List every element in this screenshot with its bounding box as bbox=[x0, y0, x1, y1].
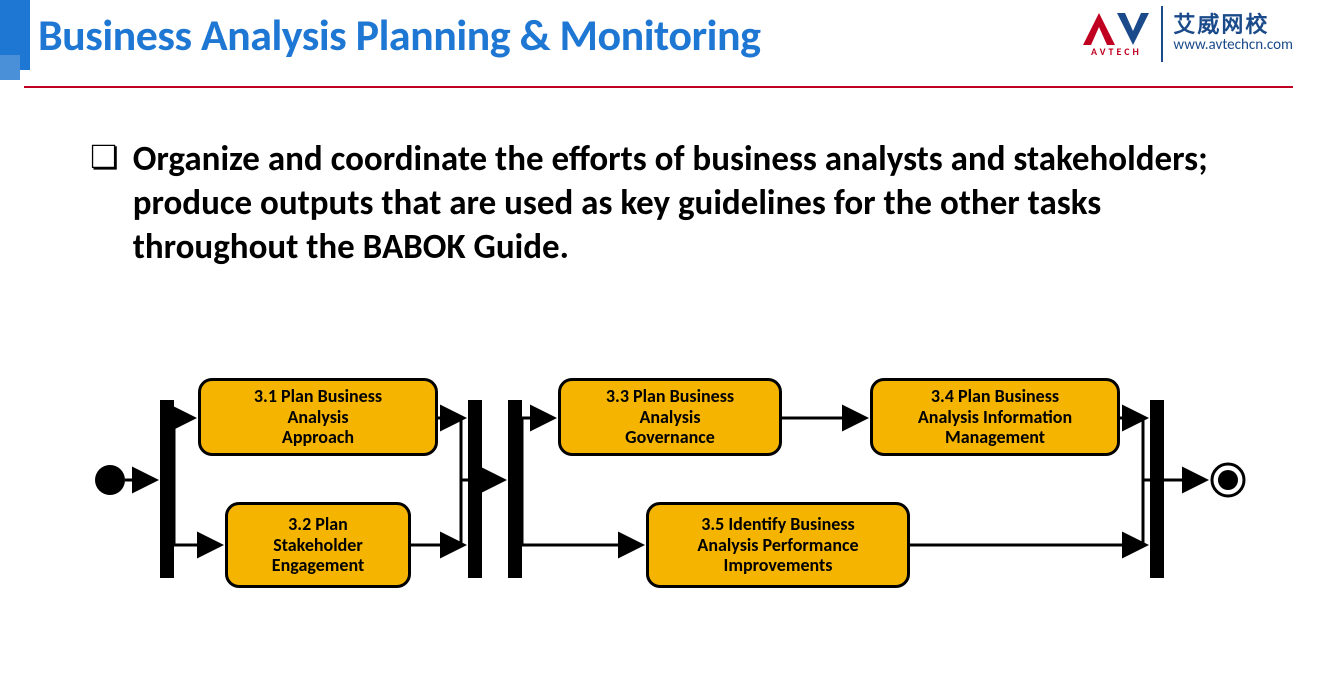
task-box-b31: 3.1 Plan BusinessAnalysisApproach bbox=[198, 378, 438, 456]
task-box-b33: 3.3 Plan BusinessAnalysisGovernance bbox=[558, 378, 782, 456]
task-box-label: 3.2 PlanStakeholderEngagement bbox=[272, 514, 364, 576]
avtech-logo-text: AVTECH bbox=[1091, 45, 1142, 58]
logo-chinese-text: 艾威网校 bbox=[1173, 14, 1269, 36]
logo-block: AVTECH 艾威网校 www.avtechcn.com bbox=[1081, 6, 1293, 62]
avtech-logo-icon bbox=[1081, 11, 1151, 47]
logo-right: 艾威网校 www.avtechcn.com bbox=[1173, 14, 1293, 54]
task-box-label: 3.4 Plan BusinessAnalysis InformationMan… bbox=[918, 386, 1072, 448]
header-rule bbox=[24, 86, 1293, 88]
body-text: ❏ Organize and coordinate the efforts of… bbox=[90, 138, 1257, 269]
logo-url-text: www.avtechcn.com bbox=[1173, 36, 1293, 54]
bullet-text: Organize and coordinate the efforts of b… bbox=[133, 138, 1257, 269]
bullet-marker: ❏ bbox=[90, 142, 119, 269]
flowchart-diagram: 3.1 Plan BusinessAnalysisApproach 3.2 Pla… bbox=[90, 360, 1250, 620]
task-box-label: 3.3 Plan BusinessAnalysisGovernance bbox=[606, 386, 734, 448]
task-box-label: 3.5 Identify BusinessAnalysis Performanc… bbox=[697, 514, 858, 576]
bullet-item: ❏ Organize and coordinate the efforts of… bbox=[90, 138, 1257, 269]
task-box-b35: 3.5 Identify BusinessAnalysis Performanc… bbox=[646, 502, 910, 588]
task-box-label: 3.1 Plan BusinessAnalysisApproach bbox=[254, 386, 382, 448]
task-box-b32: 3.2 PlanStakeholderEngagement bbox=[225, 502, 411, 588]
task-box-b34: 3.4 Plan BusinessAnalysis InformationMan… bbox=[870, 378, 1120, 456]
logo-divider bbox=[1161, 6, 1163, 62]
avtech-logo: AVTECH bbox=[1081, 11, 1151, 58]
